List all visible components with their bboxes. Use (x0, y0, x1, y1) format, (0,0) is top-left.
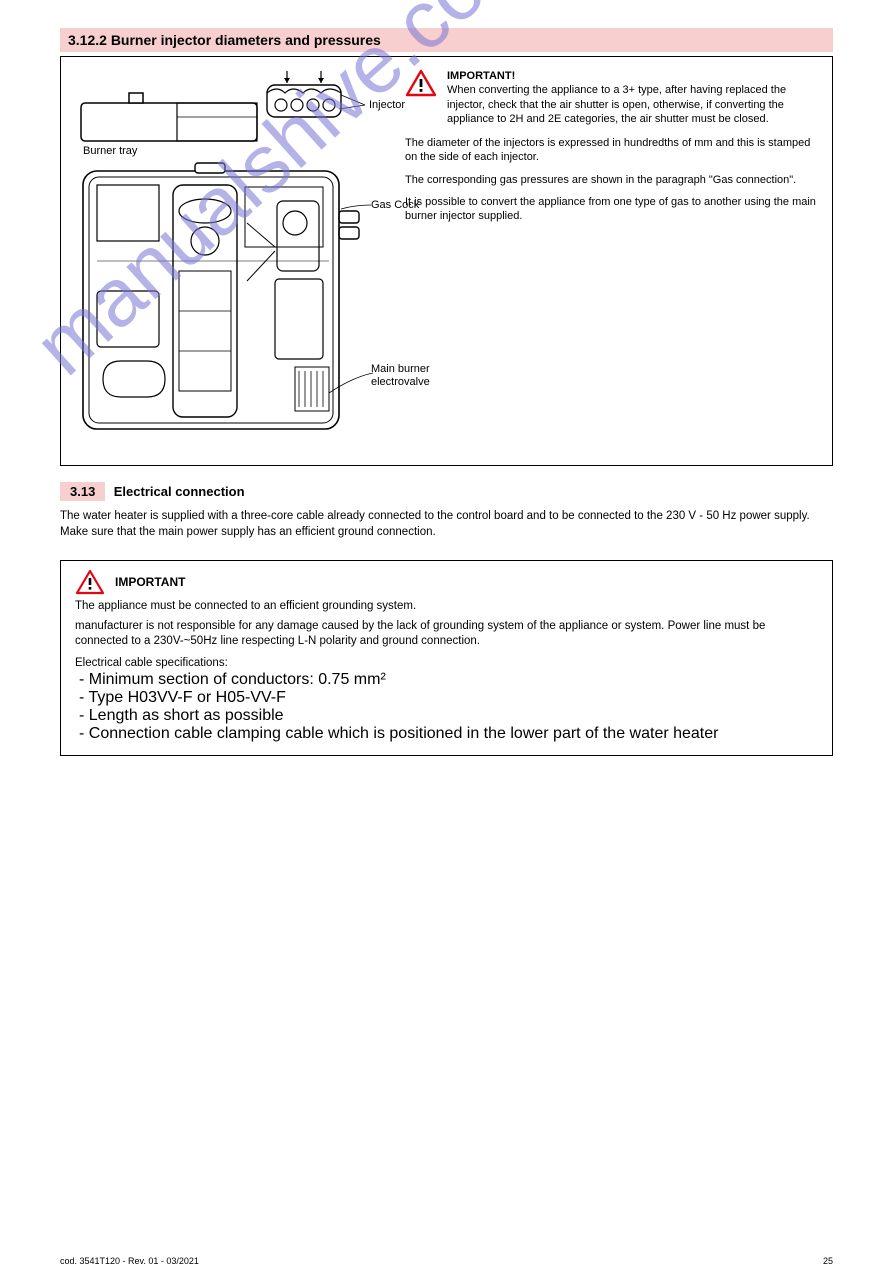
subsection-title: Electrical connection (114, 484, 245, 499)
spec-item: Connection cable clamping cable which is… (79, 725, 818, 743)
specs-list: Minimum section of conductors: 0.75 mm² … (79, 671, 818, 743)
figure-container: Injector Burner tray (60, 56, 833, 466)
warning-title: IMPORTANT! (447, 69, 816, 83)
footer-right: 25 (823, 1256, 833, 1266)
diagram-burner-tray (77, 69, 387, 147)
diagram-area: Injector Burner tray (77, 69, 387, 445)
diagram-device-interior (77, 161, 387, 441)
label-gas-cock: Gas Cock (371, 199, 419, 212)
subsection-badge: 3.13 (60, 482, 105, 501)
important-title: IMPORTANT (115, 575, 185, 589)
page-footer: cod. 3541T120 - Rev. 01 - 03/2021 25 (0, 1256, 893, 1266)
spec-item: Minimum section of conductors: 0.75 mm² (79, 671, 818, 689)
label-injector: Injector (369, 99, 405, 112)
label-main-electrovalve: Main burner electrovalve (371, 363, 461, 389)
subsection-body: The water heater is supplied with a thre… (60, 509, 833, 540)
warning-icon (405, 69, 437, 97)
warning-body: When converting the appliance to a 3+ ty… (447, 83, 816, 126)
figure-text-p2: The corresponding gas pressures are show… (405, 173, 816, 187)
footer-left: cod. 3541T120 - Rev. 01 - 03/2021 (60, 1256, 199, 1266)
important-box: IMPORTANT The appliance must be connecte… (60, 560, 833, 756)
important-line1: The appliance must be connected to an ef… (75, 599, 818, 615)
spec-item: Type H03VV-F or H05-VV-F (79, 689, 818, 707)
important-line2: manufacturer is not responsible for any … (75, 619, 818, 650)
warning-icon (75, 569, 105, 595)
spec-item: Length as short as possible (79, 707, 818, 725)
specs-intro: Electrical cable specifications: (75, 656, 818, 672)
figure-text-p3: It is possible to convert the appliance … (405, 195, 816, 224)
label-burner-tray: Burner tray (83, 145, 137, 158)
section-header: 3.12.2 Burner injector diameters and pre… (60, 28, 833, 52)
figure-text-p1: The diameter of the injectors is express… (405, 136, 816, 165)
